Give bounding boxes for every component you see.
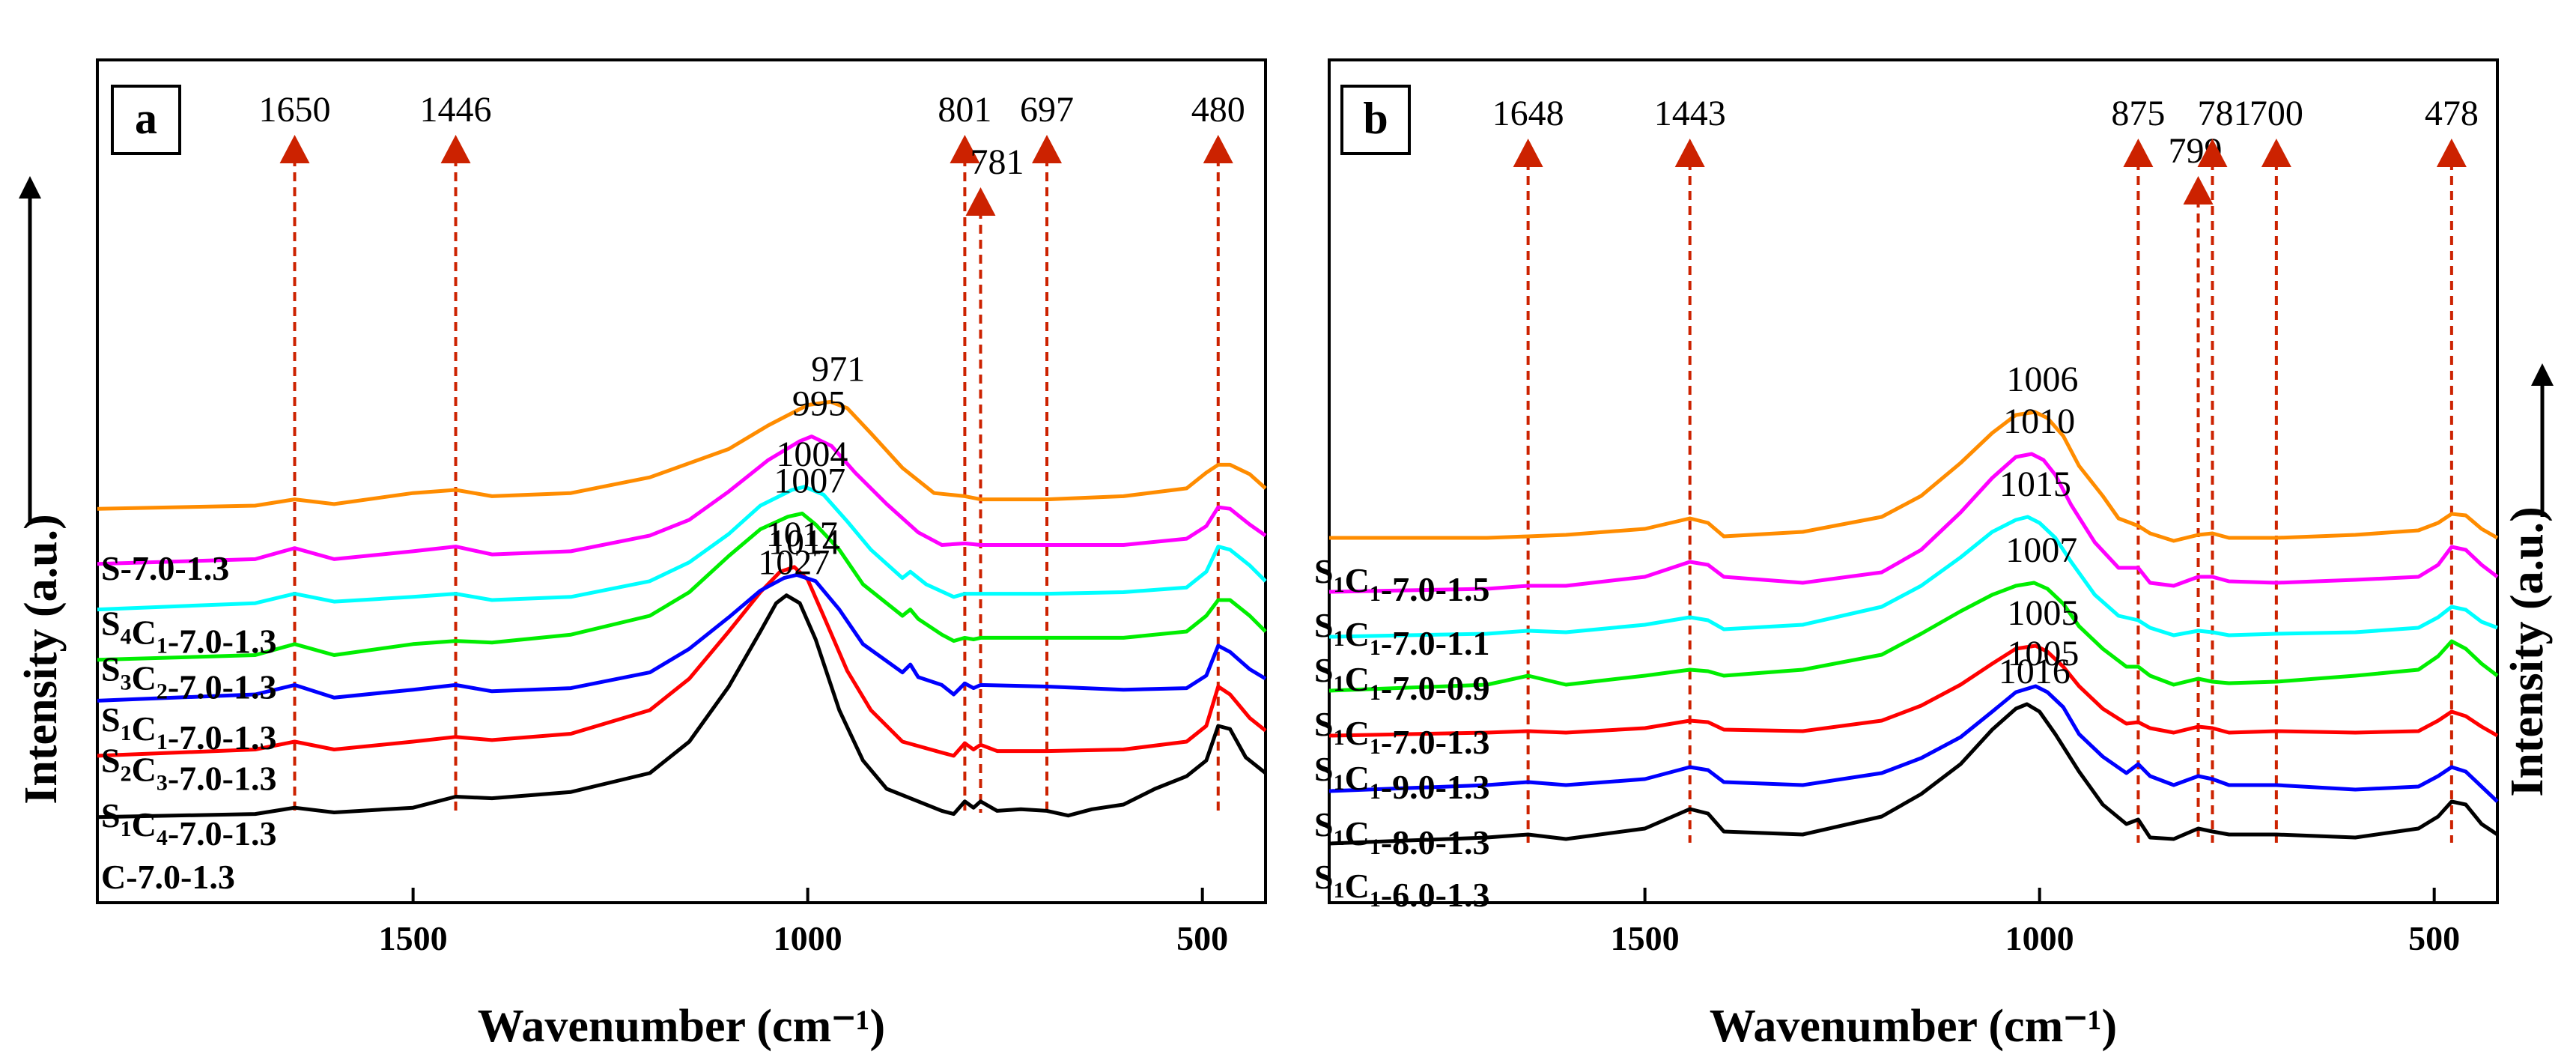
peak-marker-triangle [1203, 135, 1233, 163]
peak-label: 1004 [776, 434, 848, 474]
peak-marker-triangle [2183, 176, 2214, 205]
series-line [97, 593, 1267, 820]
panel-b-letter: b [1363, 94, 1388, 143]
panel-b-y-axis-title: Intensity (a.u.) [2502, 506, 2553, 797]
series-line [97, 572, 1267, 703]
peak-marker-label: 697 [1020, 90, 1074, 130]
peak-label: 1006 [2006, 360, 2078, 399]
series-label: S1C1-7.0-1.3 [1314, 705, 1489, 761]
panel-b-series-labels: S1C1-6.0-1.3S1C1-8.0-1.3S1C1-9.0-1.3S1C1… [1314, 552, 1489, 914]
peak-marker-label: 478 [2425, 94, 2479, 133]
peak-marker-label: 781 [2197, 94, 2251, 133]
peak-marker-label: 1650 [259, 90, 331, 130]
x-tick-label: 500 [1176, 919, 1228, 957]
series-label: S1C1-7.0-1.1 [1314, 606, 1489, 662]
peak-label: 1010 [2003, 402, 2075, 441]
series-line [1328, 515, 2498, 639]
series-line [97, 399, 1267, 511]
peak-label: 1027 [758, 543, 830, 583]
peak-marker-triangle [2123, 139, 2154, 167]
panel-a-x-ticks: 1500 1000 500 [379, 888, 1228, 957]
peak-marker-label: 480 [1191, 90, 1245, 130]
peak-label: 1015 [1999, 464, 2071, 504]
peak-marker-label: 1648 [1492, 94, 1564, 133]
series-label: S4C1-7.0-1.3 [101, 605, 276, 661]
series-line [1328, 643, 2499, 738]
panel-b-letter-box [1340, 85, 1411, 155]
panel-a-y-axis-title: Intensity (a.u.) [16, 514, 67, 805]
peak-label: 1007 [2005, 530, 2077, 570]
series-label: S1C1-8.0-1.3 [1314, 805, 1489, 861]
peak-label: 971 [811, 349, 865, 389]
series-label: S1C1-7.0-1.5 [1314, 552, 1489, 608]
peak-label: 995 [792, 384, 846, 424]
peak-marker-triangle [1513, 139, 1543, 167]
series-line [1328, 581, 2499, 693]
series-line [1328, 702, 2499, 846]
series-line [97, 565, 1267, 758]
peak-marker-label: 1446 [420, 90, 492, 130]
series-line [97, 434, 1267, 566]
panel-b-series [1328, 410, 2499, 846]
peak-label: 1005 [2007, 593, 2079, 633]
panel-a-series [97, 399, 1267, 820]
series-label: S3C2-7.0-1.3 [101, 650, 276, 706]
peak-marker-triangle [2436, 139, 2467, 167]
panel-a-series-labels: C-7.0-1.3 S1C4-7.0-1.3S2C3-7.0-1.3S1C1-7.… [101, 549, 276, 896]
x-tick-label: 1500 [379, 919, 448, 957]
series-line [97, 512, 1267, 662]
x-tick-label: 1000 [774, 919, 842, 957]
series-label: S1C1-6.0-1.3 [1314, 858, 1489, 914]
series-label: S-7.0-1.3 [101, 549, 229, 587]
panel-a-letter-box [111, 85, 181, 155]
panel-b-frame [1328, 58, 2499, 904]
panel-b-x-axis-title: Wavenumber (cm⁻¹) [1710, 1001, 2117, 1052]
panel-b-x-ticks: 1500 1000 500 [1611, 888, 2460, 957]
series-label: S1C1-7.0-1.3 [101, 700, 276, 757]
peak-marker-label: 700 [2250, 94, 2303, 133]
series-label: S1C4-7.0-1.3 [101, 796, 276, 852]
peak-marker-label: 781 [970, 142, 1024, 182]
panel-a-peak-markers: 1650 1446 801 781 697 480 [259, 90, 1245, 813]
peak-marker-triangle [965, 187, 996, 216]
x-tick-label: 500 [2408, 919, 2460, 957]
series-line [1328, 684, 2499, 803]
peak-label: 1017 [766, 515, 838, 554]
peak-marker-label: 1443 [1654, 94, 1726, 133]
panel-a-letter: a [135, 94, 157, 143]
panel-a-x-axis-title: Wavenumber (cm⁻¹) [478, 1001, 885, 1052]
peak-marker-triangle [279, 135, 310, 163]
series-label: S2C3-7.0-1.3 [101, 741, 276, 797]
peak-label: 1014 [768, 522, 840, 562]
x-tick-label: 1500 [1611, 919, 1680, 957]
peak-marker-label: 875 [2111, 94, 2165, 133]
series-line [97, 485, 1267, 612]
peak-marker-triangle [2197, 139, 2228, 167]
series-line [1329, 410, 2499, 543]
series-line [1328, 452, 2499, 594]
series-label: C-7.0-1.3 [101, 858, 235, 896]
series-label: S1C1-9.0-1.3 [1314, 750, 1489, 806]
peak-marker-triangle [950, 135, 980, 163]
peak-marker-triangle [1032, 135, 1063, 163]
peak-marker-triangle [440, 135, 471, 163]
peak-label: 1007 [774, 461, 845, 501]
x-tick-label: 1000 [2005, 919, 2074, 957]
peak-label: 1005 [2007, 634, 2079, 673]
peak-label: 1016 [1999, 652, 2071, 691]
peak-marker-triangle [1674, 139, 1705, 167]
series-label: S1C1-7.0-0.9 [1314, 651, 1489, 707]
peak-marker-triangle [2261, 139, 2291, 167]
panel-a-frame [96, 58, 1267, 904]
peak-marker-label: 801 [938, 90, 991, 130]
